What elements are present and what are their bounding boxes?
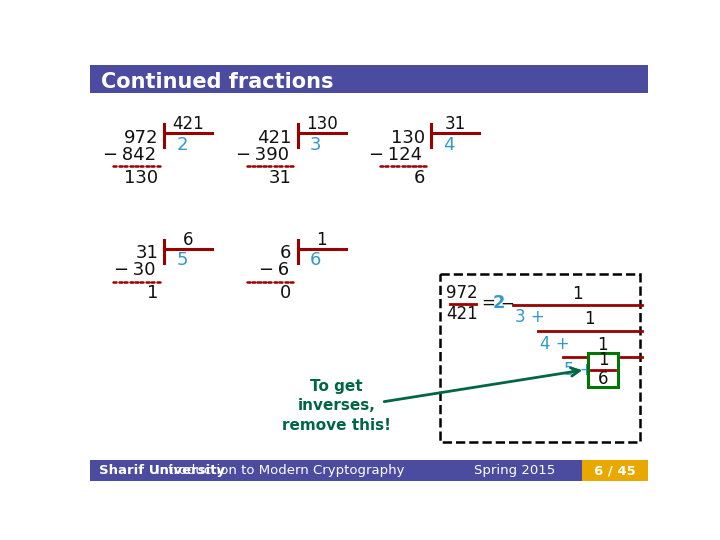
Text: − 6: − 6 — [259, 261, 289, 279]
Text: 6: 6 — [280, 245, 292, 262]
Text: 1: 1 — [597, 336, 608, 354]
Text: 4 +: 4 + — [539, 335, 569, 353]
Text: To get
inverses,
remove this!: To get inverses, remove this! — [282, 379, 391, 433]
Bar — [588, 353, 618, 387]
Text: 1: 1 — [585, 310, 595, 328]
Text: 130: 130 — [124, 169, 158, 187]
Text: 5: 5 — [177, 252, 189, 269]
Text: 31: 31 — [444, 115, 466, 133]
Text: − 390: − 390 — [236, 146, 289, 164]
Text: 6: 6 — [310, 252, 321, 269]
Text: 972: 972 — [124, 129, 158, 147]
Text: 5 +: 5 + — [564, 361, 594, 379]
Bar — [90, 460, 582, 481]
Text: − 30: − 30 — [114, 261, 156, 279]
Text: − 842: − 842 — [103, 146, 156, 164]
Text: 6: 6 — [598, 370, 608, 388]
Text: − 124: − 124 — [369, 146, 423, 164]
Bar — [441, 274, 640, 442]
Text: 31: 31 — [269, 169, 292, 187]
Text: Sharif University: Sharif University — [99, 464, 225, 477]
Text: 4: 4 — [444, 136, 455, 154]
FancyArrowPatch shape — [384, 368, 580, 402]
Text: 6: 6 — [183, 231, 194, 248]
Text: 6: 6 — [413, 169, 425, 187]
Text: 421: 421 — [257, 129, 292, 147]
Text: 972: 972 — [446, 284, 478, 302]
Text: Continued fractions: Continued fractions — [101, 72, 333, 92]
Text: Spring 2015: Spring 2015 — [474, 464, 555, 477]
Text: Introduction to Modern Cryptography: Introduction to Modern Cryptography — [156, 464, 404, 477]
Text: 421: 421 — [173, 115, 204, 133]
Text: 421: 421 — [446, 305, 478, 323]
Bar — [90, 65, 648, 92]
Text: 31: 31 — [135, 245, 158, 262]
Text: 1: 1 — [598, 352, 608, 369]
Text: 130: 130 — [306, 115, 338, 133]
Text: 3: 3 — [310, 136, 322, 154]
Text: 2: 2 — [177, 136, 189, 154]
Text: 130: 130 — [391, 129, 425, 147]
Text: =: = — [482, 294, 501, 313]
Text: 6 / 45: 6 / 45 — [594, 464, 636, 477]
Text: 1: 1 — [572, 285, 582, 303]
Text: 1: 1 — [316, 231, 327, 248]
Text: 1: 1 — [147, 285, 158, 302]
Text: 3 +: 3 + — [515, 308, 544, 326]
Text: 2: 2 — [492, 294, 505, 313]
Bar — [582, 460, 648, 481]
Text: −: − — [500, 294, 514, 313]
Text: 0: 0 — [280, 285, 292, 302]
